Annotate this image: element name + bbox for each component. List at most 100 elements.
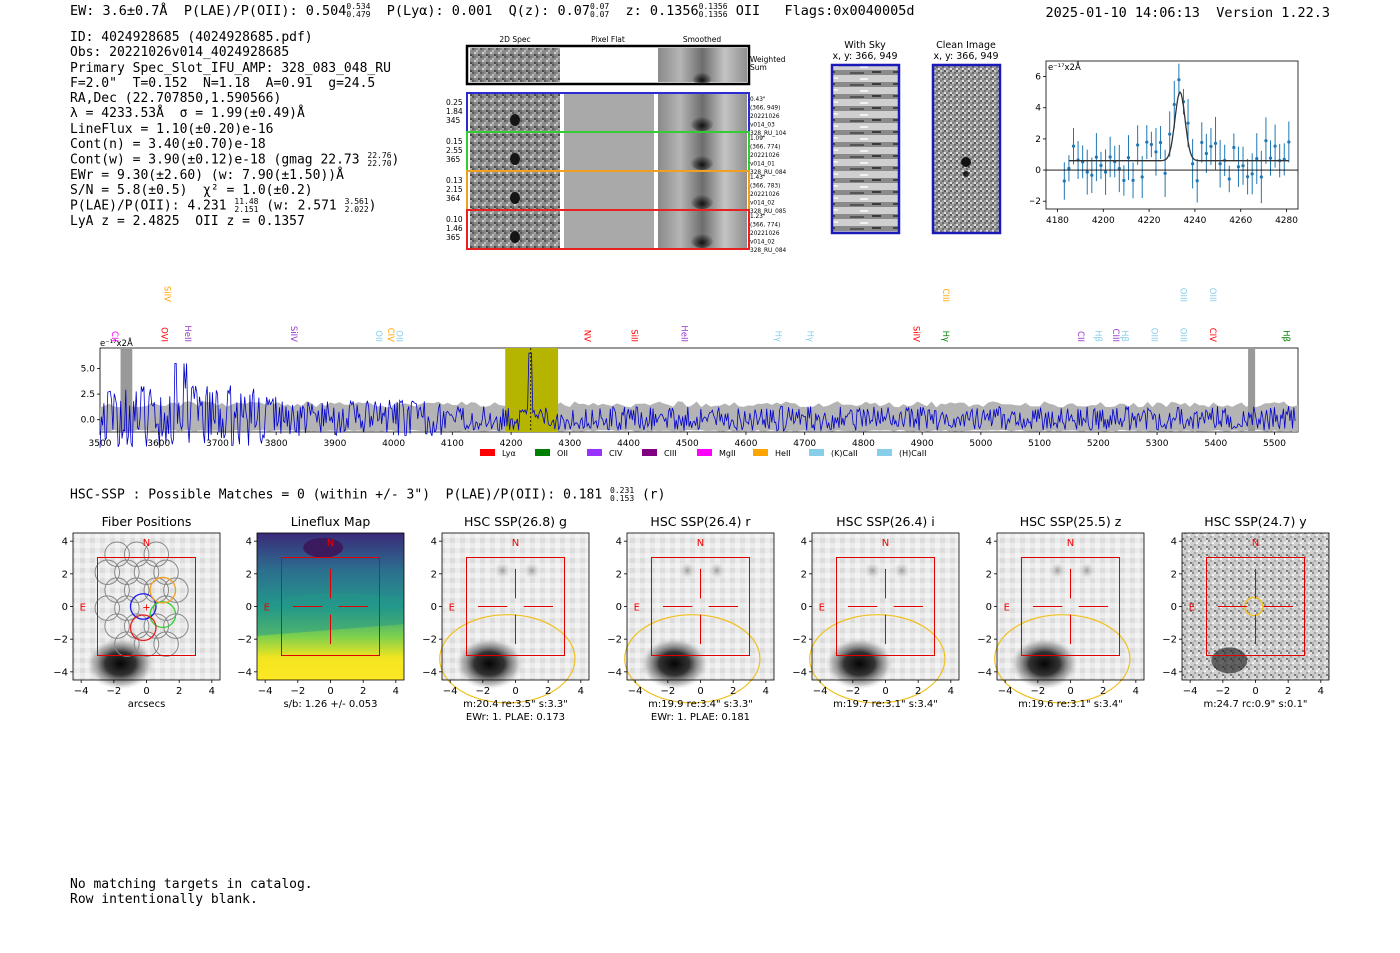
spectrum-xtick-11: 4600	[735, 439, 758, 449]
hsc-ytick: 0	[246, 602, 252, 613]
spectrum-xtick-12: 4700	[793, 439, 816, 449]
hsc-xtick: 2	[545, 686, 551, 697]
line-fit-point	[1186, 121, 1190, 125]
hsc-caption-0: arcsecs	[128, 699, 166, 710]
spectrum-xtick-20: 5500	[1263, 439, 1286, 449]
hsc-plae-range: 0.231 0.153	[610, 487, 634, 503]
hsc-caption-5: m:19.6 re:3.1" s:3.4"	[1018, 699, 1123, 710]
line-fit-point	[1158, 140, 1163, 145]
sky-title: With Sky	[844, 40, 886, 51]
cutout-col-flat: Pixel Flat	[591, 35, 625, 44]
line-fit-xtick-5: 4280	[1275, 216, 1298, 226]
line-fit-ytick-4: −2	[1030, 197, 1041, 207]
spectrum-flux-line	[99, 352, 1296, 448]
line-fit-point	[1246, 175, 1250, 179]
hsc-ytick: −4	[1162, 667, 1177, 678]
line-label-0: CII	[109, 331, 119, 342]
hsc-panel-title-5: HSC SSP(25.5) z	[1020, 514, 1122, 529]
hsc-ytick: −2	[977, 635, 992, 646]
cutout-row-2-left-2: 364	[446, 194, 461, 203]
info-params: F=2.0" T=0.152 N=1.18 A=0.91 g=24.5	[70, 75, 376, 91]
cutout-row-2-right-3: v014_02	[750, 201, 775, 207]
north-marker: N	[327, 538, 334, 549]
line-fit-unit: e⁻¹⁷x2Å	[1048, 61, 1081, 73]
hsc-xtick: 2	[176, 686, 182, 697]
spectrum-y-ticks: 5.0 2.5 0.0	[81, 364, 100, 426]
hsc-xtick: 4	[578, 686, 584, 697]
line-label-17: Hβ	[1092, 330, 1102, 342]
hsc-ytick: 2	[616, 569, 622, 580]
north-marker: N	[512, 538, 519, 549]
hsc-ytick: 0	[801, 602, 807, 613]
hsc-ytick: 0	[616, 602, 622, 613]
hsc-xtick: 0	[327, 686, 333, 697]
hsc-ytick: 2	[1171, 569, 1177, 580]
galaxy-ellipse	[439, 614, 576, 704]
cutout-row-1-right-3: v014_01	[750, 162, 775, 168]
legend-swatch-7	[877, 449, 892, 456]
line-label-3: HeII	[182, 325, 192, 342]
hsc-xtick: −2	[660, 686, 675, 697]
spectrum-xtick-5: 4000	[382, 439, 405, 449]
hsc-ytick: −4	[792, 667, 807, 678]
galaxy-ellipse	[624, 614, 761, 704]
legend-swatch-6	[809, 449, 824, 456]
line-fit-model-curve	[1068, 91, 1289, 162]
clean-coords: x, y: 366, 949	[933, 51, 998, 62]
info-contw-range: 22.76 22.70	[367, 152, 391, 168]
hsc-xtick: −4	[258, 686, 273, 697]
line-fit-point	[1117, 166, 1121, 171]
info-plae-row: P(LAE)/P(OII): 4.231 11.48 2.151 (w: 2.57…	[70, 197, 377, 215]
hsc-ytick: 0	[986, 602, 992, 613]
line-fit-xtick-1: 4200	[1092, 216, 1115, 226]
spectrum-xtick-16: 5100	[1028, 439, 1051, 449]
line-fit-point	[1227, 177, 1231, 181]
info-plae-hi: 11.48	[234, 197, 259, 207]
header-q: Q(z): 0.07	[508, 3, 590, 19]
info-plae-range: 11.48 2.151	[234, 198, 258, 214]
info-lyaz: LyA z = 2.4825 OII z = 0.1357	[70, 213, 305, 229]
hsc-ytick: −2	[53, 635, 68, 646]
hsc-ytick: 4	[246, 537, 252, 548]
hsc-panel-5: HSC SSP(25.5) z N E −4 −2 0 2 4 4 2 0 −2 −4 m:19.6 re…	[977, 514, 1145, 710]
hsc-ytick: −4	[422, 667, 437, 678]
header-timestamp: 2025-01-10 14:06:13 Version 1.22.3	[1046, 5, 1331, 21]
cutout-row-0-right-3: v014_03	[750, 123, 775, 129]
cutout-row-2-right-1: (366, 783)	[750, 184, 780, 190]
east-marker: E	[264, 603, 270, 614]
clean-source-2	[963, 171, 969, 177]
hsc-xtick: −4	[74, 686, 89, 697]
header-z: z: 0.1356	[625, 3, 699, 19]
line-fit-point	[1213, 141, 1218, 145]
header-plae-lo: 0.479	[346, 10, 371, 19]
spectrum-xtick-17: 5200	[1087, 439, 1110, 449]
info-lineflux: LineFlux = 1.10(±0.20)e-16	[70, 121, 274, 137]
north-marker: N	[882, 538, 889, 549]
hsc-title: HSC-SSP : Possible Matches = 0 (within +…	[70, 487, 603, 503]
legend-label-3: CIII	[664, 449, 677, 458]
line-label-19: Hβ	[1119, 330, 1129, 342]
hsc-ytick: 0	[62, 602, 68, 613]
line-fit-xtick-0: 4180	[1046, 216, 1069, 226]
line-fit-point	[1172, 102, 1176, 107]
info-sn: S/N = 5.8(±0.5) χ² = 1.0(±0.2)	[70, 182, 313, 198]
spectrum-xtick-0: 3500	[89, 439, 112, 449]
hsc-panel-title-2: HSC SSP(26.8) g	[464, 514, 567, 529]
clean-image	[931, 63, 1002, 235]
hsc-xtick: 2	[915, 686, 921, 697]
hsc-panel-0: Fiber Positions + N E −4 −2 0 2 4 4 2 0 −2 −4 arcsecs	[53, 514, 221, 710]
footer-notes: No matching targets in catalog. Row inten…	[70, 877, 313, 907]
header-plae: P(LAE)/P(OII): 0.504	[183, 3, 347, 19]
hsc-plae-hi: 0.231	[610, 486, 635, 495]
east-marker: E	[1004, 603, 1010, 614]
line-fit-point	[1094, 155, 1098, 159]
fiber-orange	[149, 576, 177, 604]
detection-info: ID: 4024928685 (4024928685.pdf) Obs: 202…	[70, 30, 399, 229]
fiber-green	[149, 601, 177, 629]
hsc-xtick: 4	[1318, 686, 1324, 697]
galaxy-ellipse	[994, 614, 1131, 704]
hsc-xtick: 4	[209, 686, 215, 697]
hsc-panel-2: HSC SSP(26.8) g N E −4 −2 0 2 4 4 2 0 −2 −4 m:20.4 re…	[422, 514, 590, 723]
hsc-panel-title-4: HSC SSP(26.4) i	[836, 514, 934, 529]
